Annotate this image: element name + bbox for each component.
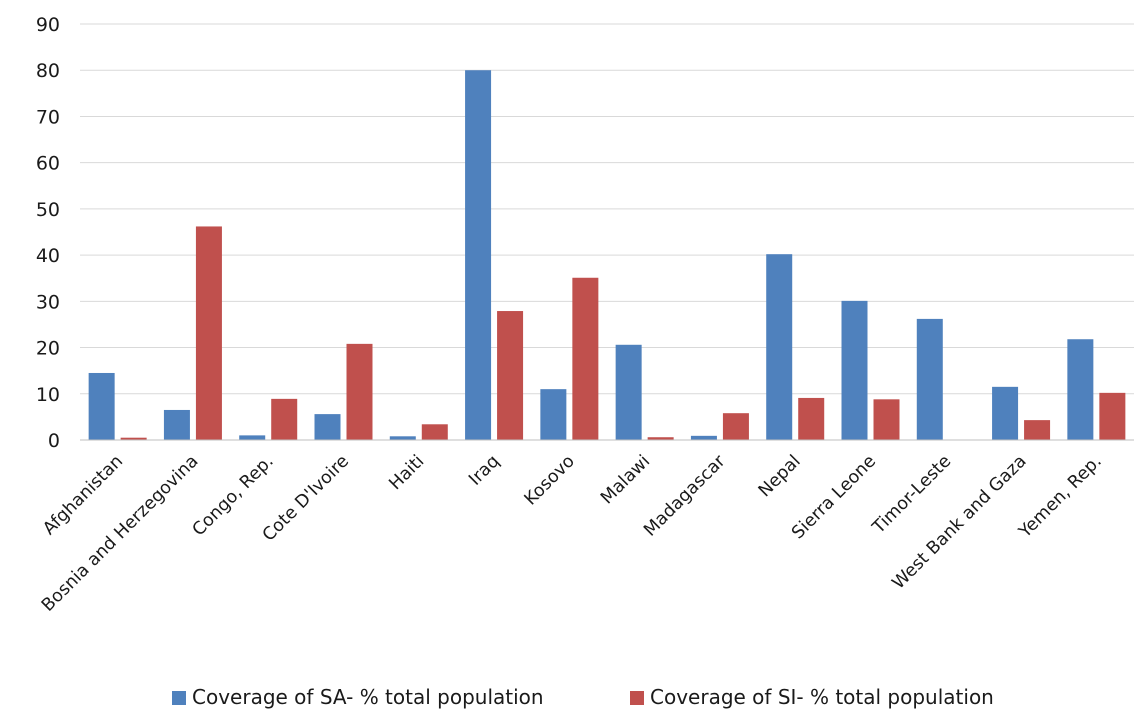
bar-si-6 [572,277,599,440]
bar-sa-11 [916,318,943,440]
bar-sa-13 [1067,339,1094,440]
legend-swatch-sa [172,691,186,705]
y-tick-label: 0 [48,430,60,452]
bar-si-10 [873,399,900,440]
y-tick-label: 30 [36,291,60,313]
legend-item-si: Coverage of SI- % total population [630,685,994,709]
bar-si-13 [1099,392,1126,440]
bar-sa-4 [389,436,416,440]
bar-sa-10 [841,300,868,440]
bar-sa-3 [314,414,341,440]
gridlines [80,23,1134,395]
y-tick-label: 60 [36,153,60,175]
y-tick-label: 80 [36,60,60,82]
bar-si-5 [497,311,524,440]
bar-si-4 [421,424,448,440]
legend: Coverage of SA- % total population Cover… [172,685,994,709]
bar-sa-5 [465,70,492,440]
x-tick-label: Iraq [465,451,503,489]
y-tick-label: 50 [36,199,60,221]
bar-si-2 [271,398,298,440]
bar-si-1 [195,226,222,440]
bar-si-7 [647,437,674,440]
x-tick-label: Haiti [386,451,429,494]
bar-si-0 [120,437,147,440]
bar-sa-12 [992,386,1019,440]
legend-item-sa: Coverage of SA- % total population [172,685,544,709]
x-tick-label: Nepal [755,451,805,501]
bar-sa-7 [615,344,642,440]
legend-label-sa: Coverage of SA- % total population [192,685,544,709]
bar-sa-8 [690,435,717,440]
bar-si-3 [346,343,373,440]
bar-si-9 [798,397,825,440]
y-tick-label: 20 [36,338,60,360]
y-tick-label: 90 [36,14,60,36]
x-tick-label: West Bank and Gaza [889,451,1031,593]
y-tick-label: 40 [36,245,60,267]
y-tick-label: 70 [36,106,60,128]
bar-sa-2 [239,435,266,440]
x-tick-label: Malawi [597,451,654,508]
y-tick-label: 10 [36,384,60,406]
bar-sa-9 [766,254,793,440]
x-tick-label: Madagascar [640,451,730,541]
legend-label-si: Coverage of SI- % total population [650,685,994,709]
bar-si-8 [722,413,749,440]
bar-si-12 [1024,420,1051,440]
y-axis-tick-labels: 0 10 20 30 40 50 60 70 80 90 [36,14,60,452]
bar-sa-6 [540,389,567,440]
bars [88,70,1126,440]
legend-swatch-si [630,691,644,705]
x-tick-label: Kosovo [521,451,579,509]
bar-sa-0 [88,372,115,440]
x-tick-label: Bosnia and Herzegovina [38,451,202,615]
bar-sa-1 [163,409,190,440]
